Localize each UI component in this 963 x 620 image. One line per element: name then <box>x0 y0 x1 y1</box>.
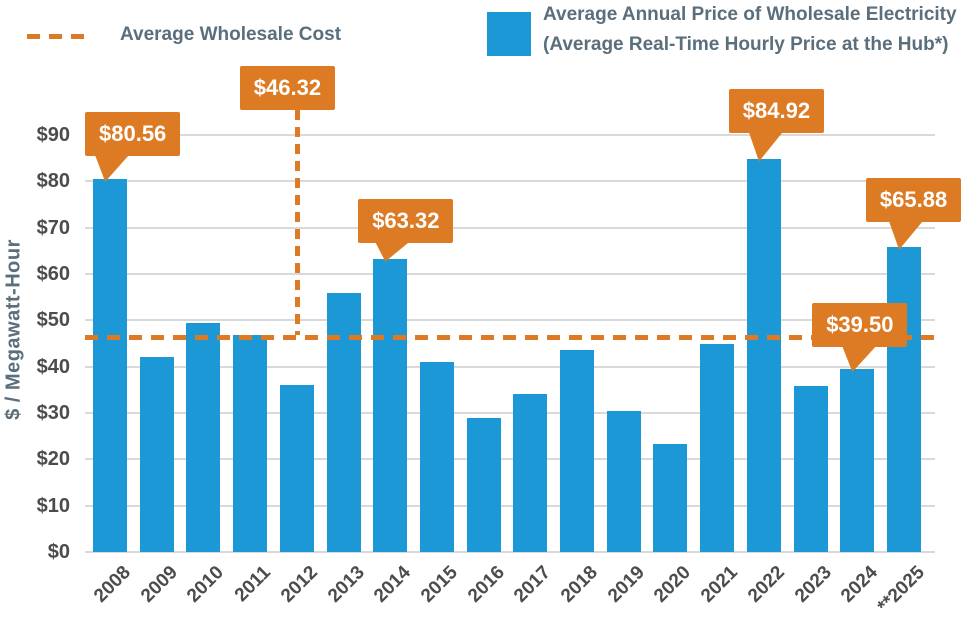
callout-2022: $84.92 <box>728 89 825 133</box>
bar-2023 <box>793 386 828 552</box>
gridline <box>85 319 935 322</box>
gridline <box>85 273 935 275</box>
bar-2013 <box>326 292 361 552</box>
y-tick-label: $30 <box>36 402 70 424</box>
legend-annual-price: Average Annual Price of Wholesale Electr… <box>487 0 963 60</box>
callout-tail-2022 <box>748 132 783 162</box>
bar-2018 <box>560 350 594 552</box>
y-tick-label: $80 <box>36 170 70 193</box>
bar-2009 <box>139 357 174 552</box>
callout-2008: $80.56 <box>85 112 181 156</box>
gridline <box>85 134 935 136</box>
y-tick-label: $40 <box>36 355 70 378</box>
bar-2024 <box>840 368 875 552</box>
bar-2008 <box>93 178 127 552</box>
y-tick-label: $20 <box>36 448 70 471</box>
callout-tail-**2025 <box>888 221 923 250</box>
callout-tail-2008 <box>95 155 129 182</box>
bar-2021 <box>700 343 735 552</box>
gridline <box>85 226 935 229</box>
bar-2011 <box>233 335 268 552</box>
legend-bars-label: Average Annual Price of Wholesale Electr… <box>543 4 957 55</box>
bar-2012 <box>279 385 314 552</box>
callout-2014: $63.32 <box>358 199 454 243</box>
y-tick-label: $70 <box>36 216 70 239</box>
y-tick-label: $50 <box>36 309 70 332</box>
gridline <box>85 365 935 368</box>
gridline <box>85 458 935 461</box>
bar-**2025 <box>886 246 921 552</box>
gridline <box>85 180 935 183</box>
dashed-line-swatch-icon <box>27 34 84 39</box>
gridline <box>85 504 935 507</box>
callout-**2025: $65.88 <box>865 178 962 222</box>
legend-average-wholesale-cost: Average Wholesale Cost <box>27 24 341 46</box>
y-tick-label: $0 <box>47 541 70 563</box>
average-wholesale-cost-line <box>85 335 935 341</box>
bar-2016 <box>466 417 501 552</box>
bar-color-swatch-icon <box>487 12 531 56</box>
bar-2017 <box>513 394 548 552</box>
callout-2024: $39.50 <box>812 303 908 347</box>
callout-connector-2012 <box>294 110 300 336</box>
gridline <box>85 551 935 553</box>
bar-2020 <box>653 444 688 552</box>
gridline <box>85 412 935 414</box>
bar-2010 <box>186 322 221 552</box>
y-tick-label: $10 <box>36 494 70 517</box>
y-tick-label: $90 <box>36 124 70 146</box>
bar-2019 <box>606 410 641 552</box>
callout-2012: $46.32 <box>239 66 336 110</box>
y-tick-label: $60 <box>36 263 70 285</box>
legend-average-line-label: Average Wholesale Cost <box>120 24 342 45</box>
bar-2015 <box>419 362 454 552</box>
bar-2022 <box>746 158 781 552</box>
bar-2014 <box>373 258 408 552</box>
